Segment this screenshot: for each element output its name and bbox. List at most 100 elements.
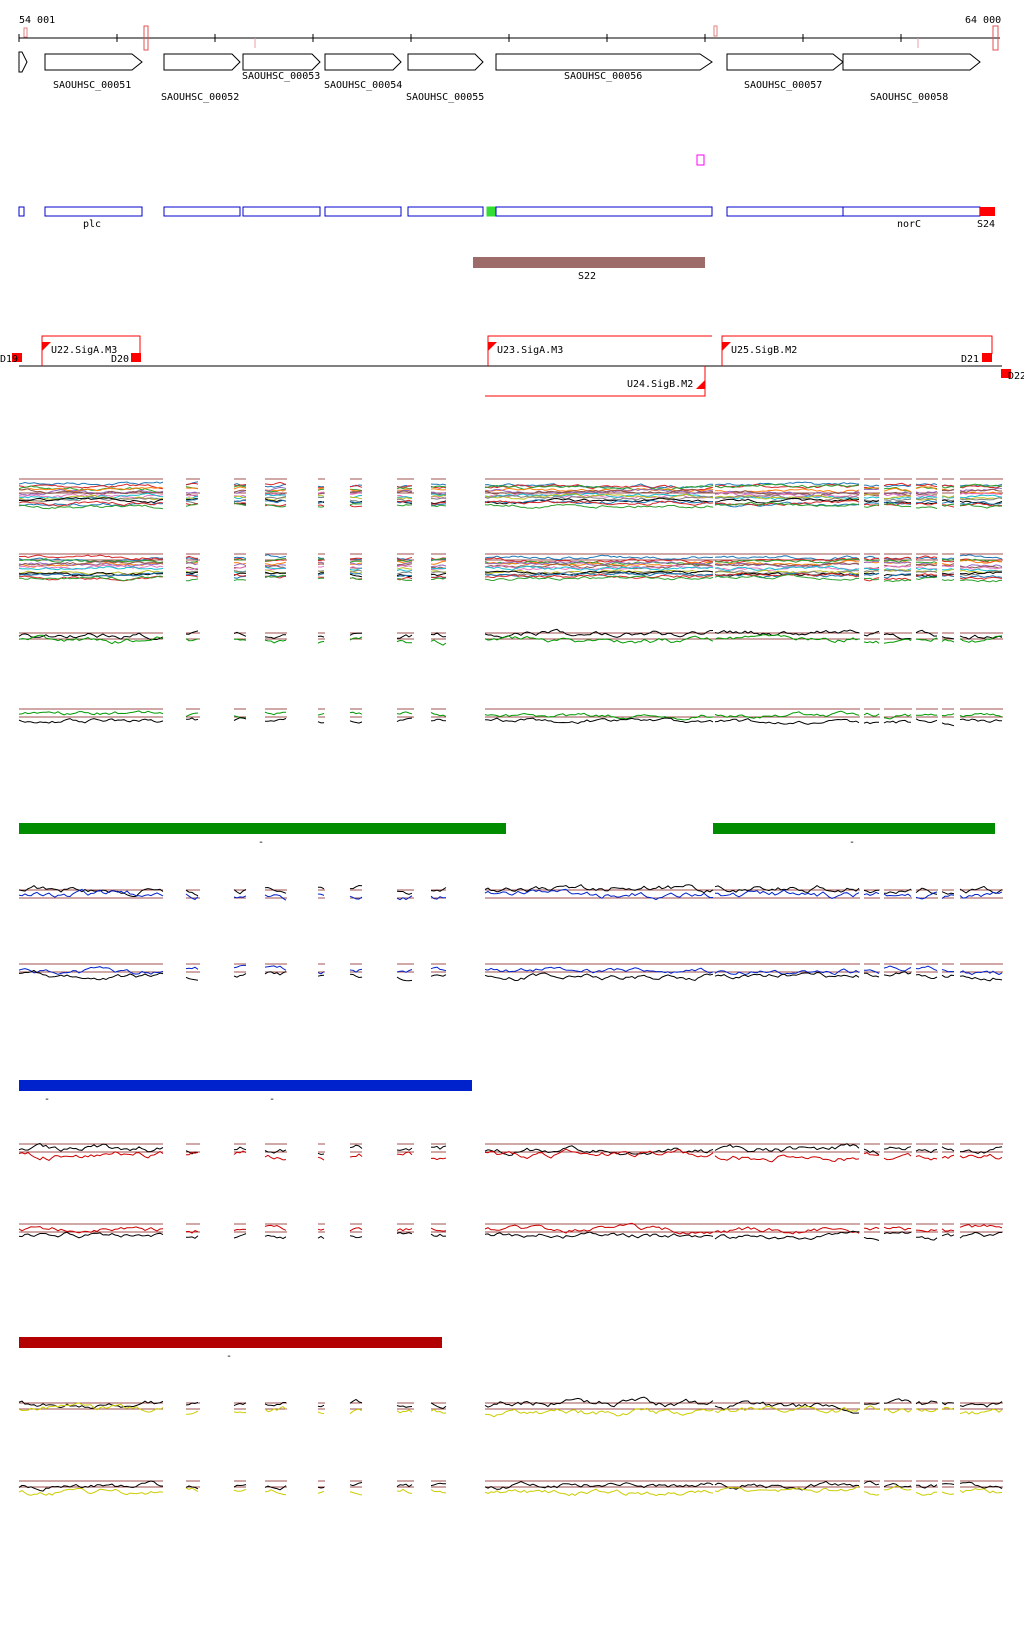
expression-line <box>18 1400 164 1409</box>
condition-bar-red[interactable] <box>19 1337 442 1348</box>
expression-line <box>915 576 938 581</box>
expression-line <box>264 554 287 559</box>
expression-line <box>317 486 325 489</box>
expression-line <box>318 561 325 564</box>
expression-line <box>915 483 938 488</box>
segment-bar-s22[interactable] <box>473 257 705 268</box>
green-marker <box>486 206 497 217</box>
expression-line <box>883 1482 912 1488</box>
expression-line <box>941 484 955 487</box>
expression-line <box>185 638 199 642</box>
gene-arrow-00052[interactable] <box>163 53 241 71</box>
expression-line <box>350 884 363 890</box>
expression-line <box>883 502 911 507</box>
expression-line <box>430 718 447 722</box>
expression-line <box>430 1402 447 1410</box>
cds-box[interactable] <box>324 206 402 217</box>
gene-arrow-00051[interactable] <box>44 53 143 71</box>
condition-bar-blue[interactable] <box>19 1080 472 1091</box>
gene-arrow-00053[interactable] <box>242 53 321 71</box>
bar-dash: - <box>258 837 264 848</box>
expression-line <box>883 719 912 724</box>
expression-line <box>18 632 164 641</box>
expression-line <box>959 1481 1003 1489</box>
expression-line <box>349 1227 363 1232</box>
expression-line <box>264 1405 287 1413</box>
cds-box[interactable] <box>726 206 844 217</box>
expression-line <box>430 639 447 646</box>
cds-box[interactable] <box>407 206 484 217</box>
expression-line <box>430 491 447 495</box>
expression-line <box>233 1402 247 1407</box>
expression-line <box>264 1489 287 1496</box>
cds-box[interactable] <box>163 206 241 217</box>
expression-line <box>883 1231 912 1235</box>
expression-line <box>484 884 714 894</box>
expression-line <box>233 484 247 487</box>
expression-line <box>317 713 325 716</box>
gene-arrow-00054[interactable] <box>324 53 402 71</box>
expression-line <box>185 482 199 486</box>
expression-line <box>430 1408 446 1414</box>
expression-line <box>317 491 325 494</box>
expression-line <box>185 1410 199 1415</box>
expression-line <box>396 571 413 575</box>
condition-bar-green[interactable] <box>19 823 506 834</box>
expression-line <box>959 494 1003 499</box>
expression-line <box>264 574 287 578</box>
expression-line <box>317 485 325 488</box>
expression-line <box>233 556 247 560</box>
expression-line <box>349 572 363 575</box>
expression-line <box>317 492 325 495</box>
expression-line <box>941 638 955 643</box>
expression-line <box>959 490 1003 495</box>
expression-line <box>714 1154 860 1163</box>
expression-line <box>18 566 164 571</box>
expression-line <box>185 573 199 577</box>
gene-arrow-partial[interactable] <box>18 51 28 73</box>
bar-dash-marks: - - - - - <box>44 837 855 1362</box>
condition-bar-green[interactable] <box>713 823 995 834</box>
expression-line <box>349 1408 363 1415</box>
expression-line <box>264 558 287 563</box>
gene-arrow-00055[interactable] <box>407 53 484 71</box>
expression-line <box>714 629 860 636</box>
expression-line <box>349 1398 363 1404</box>
gene-arrow-00056[interactable] <box>495 53 713 71</box>
expression-line <box>959 488 1002 493</box>
expression-line <box>714 565 860 571</box>
expression-line <box>185 893 199 901</box>
promoter-track <box>12 335 1011 397</box>
expression-line <box>863 560 880 564</box>
expression-line <box>396 711 413 715</box>
expression-line <box>396 496 413 499</box>
expression-line <box>185 562 199 566</box>
expression-line <box>317 573 325 576</box>
cds-box[interactable] <box>495 206 713 217</box>
expression-line <box>959 1231 1003 1239</box>
expression-line <box>430 495 447 500</box>
expression-line <box>915 891 938 900</box>
cds-box[interactable] <box>44 206 143 217</box>
expression-line <box>959 1488 1003 1494</box>
gene-arrow-00057[interactable] <box>726 53 844 71</box>
expression-line <box>430 488 447 491</box>
cds-box[interactable] <box>842 206 981 217</box>
expression-line <box>941 503 955 507</box>
bar-dash: - <box>849 837 855 848</box>
expression-line <box>430 572 447 577</box>
expression-line <box>714 1405 860 1414</box>
expression-line <box>959 975 1003 982</box>
expression-line <box>185 1485 199 1490</box>
expression-line <box>233 574 247 577</box>
cds-box[interactable] <box>18 206 25 217</box>
expression-line <box>883 638 912 644</box>
expression-line <box>430 560 447 565</box>
expression-line <box>349 636 363 641</box>
cds-box[interactable] <box>242 206 321 217</box>
expression-line <box>317 565 325 568</box>
expression-line <box>18 966 164 975</box>
expression-line <box>430 493 447 497</box>
gene-arrow-00058[interactable] <box>842 53 981 71</box>
expression-line <box>18 710 164 716</box>
